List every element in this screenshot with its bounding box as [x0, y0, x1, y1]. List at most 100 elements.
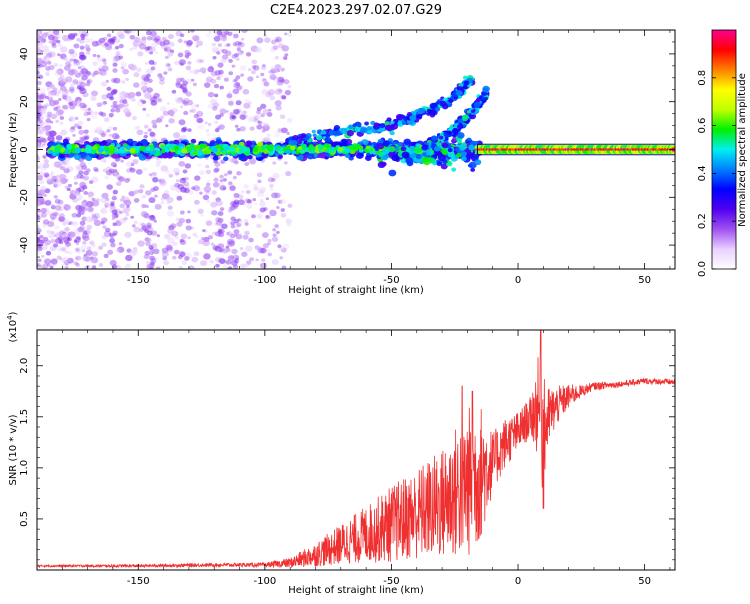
- heatmap-cell: [108, 232, 114, 237]
- heatmap-cell: [266, 241, 272, 246]
- heatmap-cell: [143, 124, 149, 129]
- heatmap-cell: [285, 149, 291, 155]
- heatmap-cell: [100, 81, 108, 87]
- heatmap-cell: [79, 136, 84, 140]
- heatmap-cell: [136, 67, 142, 73]
- heatmap-cell: [129, 63, 136, 69]
- heatmap-cell: [205, 199, 210, 204]
- heatmap-cell: [249, 257, 255, 262]
- heatmap-cell: [267, 146, 274, 152]
- heatmap-cell: [192, 82, 197, 87]
- heatmap-cell: [100, 102, 104, 106]
- heatmap-cell: [38, 35, 44, 40]
- heatmap-cell: [244, 222, 249, 226]
- heatmap-cell: [149, 255, 156, 261]
- heatmap-cell: [182, 169, 188, 174]
- heatmap-cell: [83, 170, 89, 176]
- heatmap-cell: [248, 101, 252, 105]
- heatmap-cell: [146, 87, 153, 93]
- heatmap-cell: [139, 38, 147, 45]
- heatmap-cell: [215, 114, 222, 120]
- heatmap-cell: [66, 237, 71, 241]
- heatmap-cell: [119, 197, 125, 202]
- heatmap-cell: [192, 150, 198, 156]
- heatmap-cell: [42, 63, 47, 67]
- heatmap-cell: [37, 122, 43, 129]
- heatmap-cell: [409, 115, 417, 122]
- heatmap-cell: [259, 207, 266, 213]
- heatmap-cell: [203, 185, 212, 193]
- heatmap-cell: [225, 245, 230, 249]
- heatmap-cell: [132, 40, 140, 47]
- heatmap-cell: [224, 146, 229, 151]
- heatmap-cell: [104, 202, 110, 208]
- heatmap-cell: [171, 89, 177, 94]
- heatmap-cell: [46, 52, 53, 58]
- heatmap-cell: [145, 241, 151, 247]
- heatmap-cell: [271, 236, 279, 242]
- heatmap-cell: [215, 220, 223, 226]
- heatmap-points: [37, 30, 675, 269]
- heatmap-cell: [91, 200, 100, 207]
- heatmap-cell: [66, 143, 73, 149]
- heatmap-cell: [42, 163, 50, 169]
- heatmap-cell: [230, 224, 236, 229]
- heatmap-cell: [448, 98, 454, 103]
- heatmap-cell: [136, 129, 144, 136]
- heatmap-cell: [156, 266, 161, 269]
- heatmap-cell: [191, 186, 196, 190]
- heatmap-cell: [212, 181, 220, 188]
- heatmap-cell: [315, 134, 323, 141]
- heatmap-cell: [189, 70, 194, 74]
- heatmap-cell: [283, 161, 288, 165]
- heatmap-cell: [159, 180, 167, 187]
- heatmap-cell: [185, 225, 192, 231]
- heatmap-cell: [64, 266, 69, 269]
- heatmap-cell: [148, 266, 154, 269]
- heatmap-cell: [160, 106, 167, 112]
- heatmap-cell: [247, 154, 253, 160]
- heatmap-cell: [167, 34, 174, 40]
- heatmap-cell: [179, 177, 187, 184]
- heatmap-cell: [219, 85, 224, 90]
- heatmap-cell: [78, 210, 85, 216]
- heatmap-cell: [144, 204, 149, 209]
- heatmap-cell: [37, 66, 40, 72]
- heatmap-cell: [83, 253, 87, 257]
- heatmap-cell: [72, 134, 76, 137]
- heatmap-cell: [196, 117, 203, 124]
- heatmap-cell: [474, 159, 482, 166]
- heatmap-cell: [233, 218, 239, 224]
- heatmap-cell: [272, 76, 280, 82]
- heatmap-cell: [166, 101, 171, 105]
- heatmap-cell: [470, 109, 475, 113]
- heatmap-cell: [48, 233, 55, 239]
- heatmap-cell: [90, 212, 96, 217]
- heatmap-cell: [72, 221, 79, 227]
- heatmap-cell: [191, 256, 199, 263]
- heatmap-cell: [209, 98, 218, 106]
- heatmap-cell: [160, 144, 166, 150]
- heatmap-cell: [59, 247, 64, 251]
- heatmap-cell: [133, 82, 140, 88]
- heatmap-cell: [111, 132, 119, 140]
- heatmap-cell: [268, 108, 272, 112]
- heatmap-y-tick-label: 40: [19, 48, 30, 61]
- heatmap-y-axis-label: Frequency (Hz): [8, 112, 19, 188]
- heatmap-cell: [178, 59, 186, 66]
- heatmap-cell: [37, 141, 41, 147]
- heatmap-cell: [50, 230, 55, 235]
- heatmap-cell: [41, 32, 48, 38]
- heatmap-cell: [202, 194, 210, 201]
- heatmap-cell: [271, 177, 276, 182]
- heatmap-cell: [172, 255, 177, 260]
- heatmap-cell: [167, 205, 173, 210]
- heatmap-cell: [359, 127, 367, 134]
- heatmap-cell: [51, 42, 57, 47]
- heatmap-cell: [73, 59, 81, 66]
- heatmap-cell: [37, 174, 44, 181]
- heatmap-cell: [159, 76, 165, 82]
- heatmap-cell: [267, 89, 275, 96]
- heatmap-cell: [354, 126, 361, 133]
